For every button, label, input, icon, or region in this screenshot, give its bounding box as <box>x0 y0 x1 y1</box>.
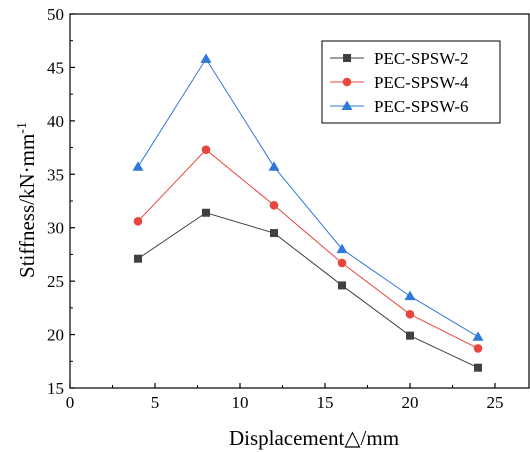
series-pec-spsw-6 <box>132 53 484 341</box>
data-point <box>406 331 414 340</box>
x-tick-label: 25 <box>487 393 504 412</box>
y-tick-label: 30 <box>47 219 64 238</box>
data-point <box>200 53 212 63</box>
y-tick-label: 50 <box>47 5 64 24</box>
y-tick-label: 15 <box>47 379 64 398</box>
y-tick-label: 45 <box>47 58 64 77</box>
legend-item: PEC-SPSW-2 <box>330 49 468 68</box>
y-axis-label-main: Stiffness/kN·mm <box>15 134 39 278</box>
x-tick-label: 5 <box>151 393 160 412</box>
data-point <box>474 363 482 372</box>
y-tick-label: 20 <box>47 326 64 345</box>
data-point <box>405 309 415 319</box>
data-point <box>133 217 143 226</box>
data-point <box>201 145 211 155</box>
legend-marker <box>342 77 352 87</box>
x-tick-label: 15 <box>317 393 334 412</box>
legend-label: PEC-SPSW-2 <box>374 49 468 68</box>
legend-label: PEC-SPSW-6 <box>374 97 468 116</box>
data-point <box>338 281 346 290</box>
series-line <box>137 149 479 349</box>
legend: PEC-SPSW-2 PEC-SPSW-4 PEC-SPSW-6 <box>321 40 501 124</box>
y-axis-label: Stiffness/kN·mm-1 <box>15 122 39 278</box>
y-tick-label: 40 <box>47 112 64 131</box>
axis-ticks: 0 5 10 15 20 25 15 20 25 30 35 40 45 50 <box>47 5 504 412</box>
data-point <box>472 331 484 341</box>
data-point <box>270 229 278 238</box>
legend-marker <box>343 54 351 62</box>
data-point <box>134 254 142 263</box>
legend-marker <box>341 100 353 110</box>
data-point <box>269 200 279 210</box>
series-layer <box>132 53 484 372</box>
legend-item: PEC-SPSW-4 <box>330 73 469 92</box>
series-line <box>137 212 479 369</box>
data-point <box>202 208 210 217</box>
data-point <box>337 258 347 268</box>
data-point <box>473 344 483 353</box>
y-tick-label: 35 <box>47 165 64 184</box>
legend-item: PEC-SPSW-6 <box>330 97 468 116</box>
x-tick-label: 20 <box>402 393 419 412</box>
series-pec-spsw-4 <box>133 145 483 353</box>
data-point <box>404 290 416 301</box>
data-point <box>336 243 348 254</box>
legend-label: PEC-SPSW-4 <box>374 73 469 92</box>
y-axis-label-superscript: -1 <box>15 122 30 134</box>
series-pec-spsw-2 <box>134 208 482 372</box>
data-point <box>132 161 144 171</box>
series-line <box>137 57 479 338</box>
x-axis-label: Displacement△/mm <box>229 426 399 450</box>
x-tick-label: 0 <box>66 393 75 412</box>
data-point <box>268 161 280 171</box>
y-tick-label: 25 <box>47 272 64 291</box>
x-tick-label: 10 <box>232 393 249 412</box>
